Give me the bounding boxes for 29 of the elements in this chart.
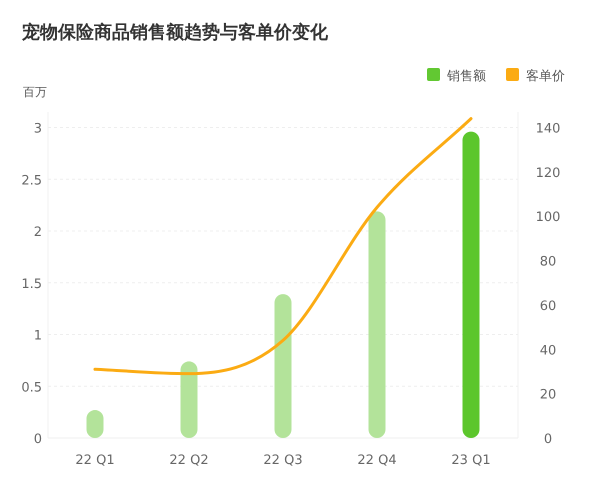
y2-tick-label: 60 bbox=[540, 298, 556, 314]
y-tick-label: 1.5 bbox=[21, 276, 42, 292]
bar bbox=[462, 132, 480, 438]
bar bbox=[180, 361, 198, 438]
y2-tick-label: 0 bbox=[544, 432, 552, 447]
line-series bbox=[94, 117, 472, 376]
y2-tick-label: 120 bbox=[536, 166, 560, 181]
y-axis-title: 百万 bbox=[23, 85, 47, 99]
y-tick-label: 0.5 bbox=[21, 380, 42, 396]
y2-tick-label: 100 bbox=[536, 210, 560, 226]
legend-label: 销售额 bbox=[446, 69, 486, 84]
y2-tick-label: 80 bbox=[540, 254, 556, 270]
bar bbox=[368, 211, 386, 438]
legend-label: 客单价 bbox=[526, 68, 565, 84]
x-tick-label: 23 Q1 bbox=[451, 453, 491, 468]
bar bbox=[274, 294, 292, 438]
y2-tick-label: 140 bbox=[536, 122, 560, 137]
y2-tick-label: 40 bbox=[540, 343, 556, 358]
y-tick-label: 2.5 bbox=[21, 173, 42, 188]
x-tick-label: 22 Q4 bbox=[357, 453, 397, 468]
y-tick-label: 1 bbox=[34, 328, 42, 344]
x-tick-label: 22 Q1 bbox=[75, 453, 115, 468]
y-tick-label: 2 bbox=[34, 225, 42, 240]
y-tick-label: 0 bbox=[34, 432, 42, 447]
x-tick-label: 22 Q3 bbox=[263, 453, 303, 468]
x-tick-label: 22 Q2 bbox=[169, 453, 209, 468]
y2-tick-label: 20 bbox=[540, 388, 556, 403]
chart-title: 宠物保险商品销售额趋势与客单价变化 bbox=[21, 22, 329, 43]
y-tick-label: 3 bbox=[34, 122, 42, 137]
